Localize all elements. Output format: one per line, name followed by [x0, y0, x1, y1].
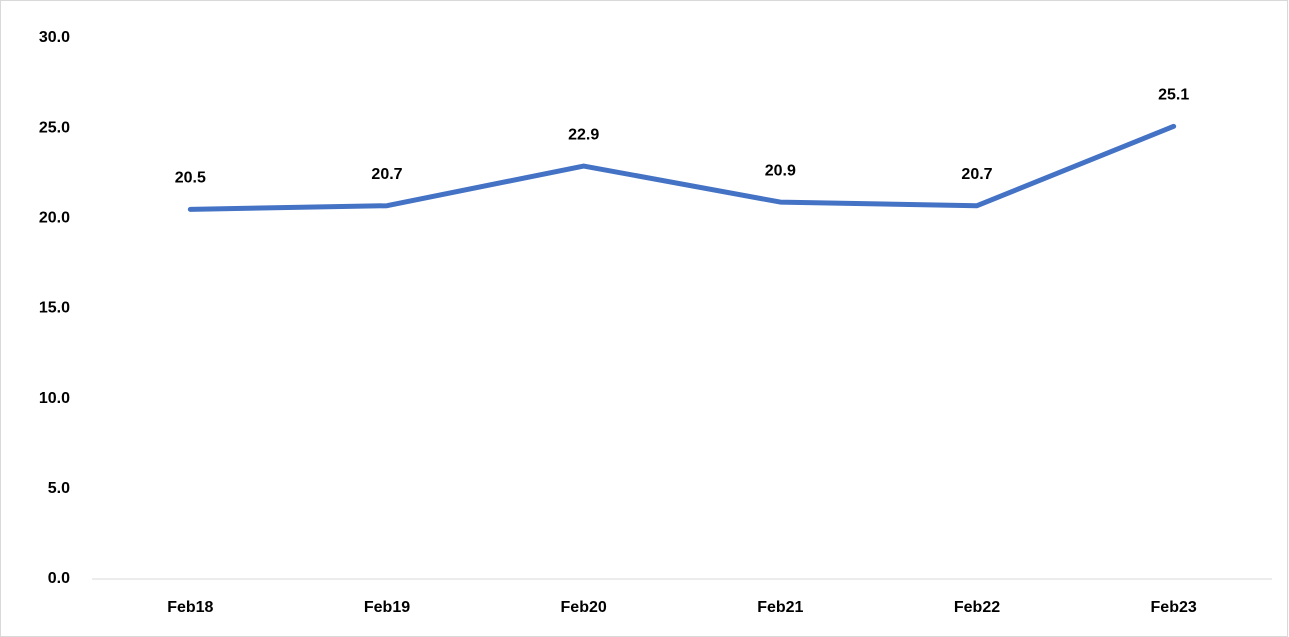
y-tick-label: 15.0: [39, 300, 70, 317]
x-tick-label: Feb20: [561, 599, 607, 616]
y-tick-label: 5.0: [48, 480, 70, 497]
y-tick-label: 10.0: [39, 390, 70, 407]
y-tick-label: 20.0: [39, 210, 70, 227]
data-label: 20.9: [765, 162, 796, 179]
data-label: 20.5: [175, 170, 206, 187]
x-tick-label: Feb22: [954, 599, 1000, 616]
x-tick-label: Feb19: [364, 599, 410, 616]
x-tick-label: Feb21: [757, 599, 803, 616]
y-tick-label: 0.0: [48, 570, 70, 587]
x-tick-label: Feb18: [167, 599, 213, 616]
data-label: 25.1: [1158, 87, 1189, 104]
data-label: 20.7: [371, 166, 402, 183]
y-tick-label: 30.0: [39, 29, 70, 46]
line-series: [187, 123, 1177, 212]
x-tick-label: Feb23: [1151, 599, 1197, 616]
data-label: 20.7: [961, 166, 992, 183]
data-label: 22.9: [568, 126, 599, 143]
y-tick-label: 25.0: [39, 119, 70, 136]
